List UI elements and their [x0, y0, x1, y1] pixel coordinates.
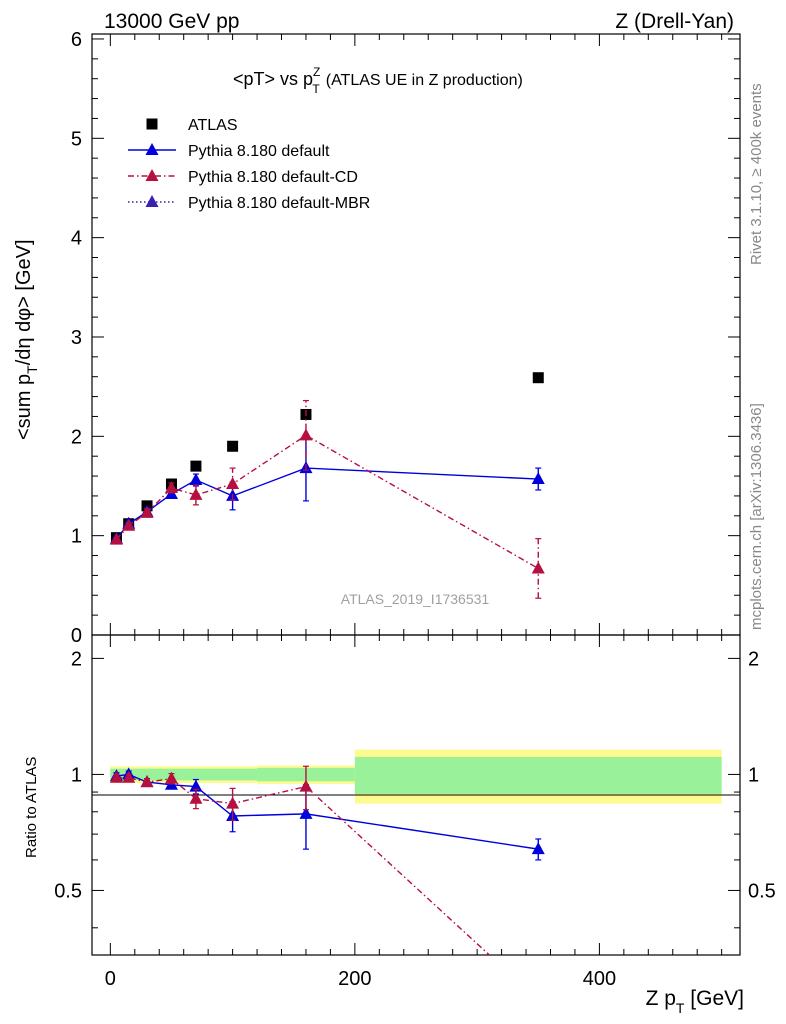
series-line	[115, 467, 539, 540]
data-point	[532, 372, 544, 384]
data-point	[190, 460, 202, 472]
ratio-tick-label: 1	[71, 764, 82, 786]
legend-label: Pythia 8.180 default-MBR	[188, 195, 370, 212]
data-point	[164, 480, 178, 493]
rivet-version-label: Rivet 3.1.10, ≥ 400k events	[748, 83, 765, 265]
ratio-data-point	[299, 779, 313, 792]
ratio-data-point	[122, 770, 136, 783]
x-tick-label: 0	[105, 968, 116, 990]
mcplots-source-label: mcplots.cern.ch [arXiv:1306.3436]	[748, 403, 765, 630]
chart-title: <pT> vs pZ T (ATLAS UE in Z production)	[233, 65, 523, 96]
data-point	[189, 473, 203, 486]
ratio-series-layer	[109, 765, 545, 955]
y-axis-label: <sum pT/dη dφ> [GeV]	[13, 239, 40, 440]
band-inner-0	[110, 768, 258, 781]
y-tick-label: 2	[71, 426, 82, 448]
legend-marker	[145, 169, 159, 181]
data-point	[109, 532, 123, 545]
legend-label: Pythia 8.180 default-CD	[188, 169, 358, 186]
series-line	[115, 434, 539, 570]
data-point	[122, 518, 136, 531]
y-tick-label: 0	[71, 625, 82, 647]
y-tick-label: 6	[71, 29, 82, 51]
legend-marker	[145, 195, 159, 207]
ratio-data-point	[109, 770, 123, 783]
ratio-data-point	[189, 791, 203, 804]
legend-marker	[146, 118, 158, 130]
legend-marker	[145, 143, 159, 155]
ratio-data-point	[299, 806, 313, 819]
ratio-data-point	[189, 779, 203, 792]
y-tick-label: 4	[71, 228, 82, 250]
legend: ATLAS Pythia 8.180 default Pythia 8.180 de…	[128, 117, 370, 212]
ratio-tick-label-right: 0.5	[748, 880, 776, 902]
ratio-data-point	[140, 775, 154, 788]
analysis-id-watermark: ATLAS_2019_I1736531	[341, 591, 490, 607]
y-tick-label: 1	[71, 526, 82, 548]
ratio-data-point	[226, 796, 240, 809]
y-tick-label: 3	[71, 327, 82, 349]
header-energy-label: 13000 GeV pp	[104, 10, 239, 33]
data-point	[140, 505, 154, 518]
ratio-tick-label-right: 1	[748, 764, 759, 786]
data-point	[531, 561, 545, 574]
header-process-label: Z (Drell-Yan)	[615, 10, 734, 33]
legend-label: Pythia 8.180 default	[188, 143, 330, 160]
x-axis-label: Z pT [GeV]	[646, 987, 744, 1016]
ratio-series-line	[116, 777, 491, 955]
ratio-tick-label: 0.5	[54, 880, 82, 902]
ratio-data-point	[531, 842, 545, 855]
legend-label: ATLAS	[188, 117, 238, 134]
x-tick-label: 200	[338, 968, 371, 990]
x-tick-label: 400	[583, 968, 616, 990]
band-inner-2	[354, 756, 722, 794]
ratio-tick-label: 2	[71, 648, 82, 670]
main-series-layer	[109, 372, 545, 599]
y-tick-label: 5	[71, 128, 82, 150]
ratio-data-point	[164, 771, 178, 784]
ratio-tick-label-right: 2	[748, 648, 759, 670]
data-point	[226, 477, 240, 490]
data-point	[531, 472, 545, 485]
data-point	[299, 428, 313, 441]
axes: 0 1 2 3 4 5 6 0 200 400 0.5 0.5 1 1 2 2	[54, 29, 776, 990]
data-point	[189, 487, 203, 500]
ratio-y-axis-label: Ratio to ATLAS	[23, 757, 40, 858]
data-point	[227, 440, 239, 452]
